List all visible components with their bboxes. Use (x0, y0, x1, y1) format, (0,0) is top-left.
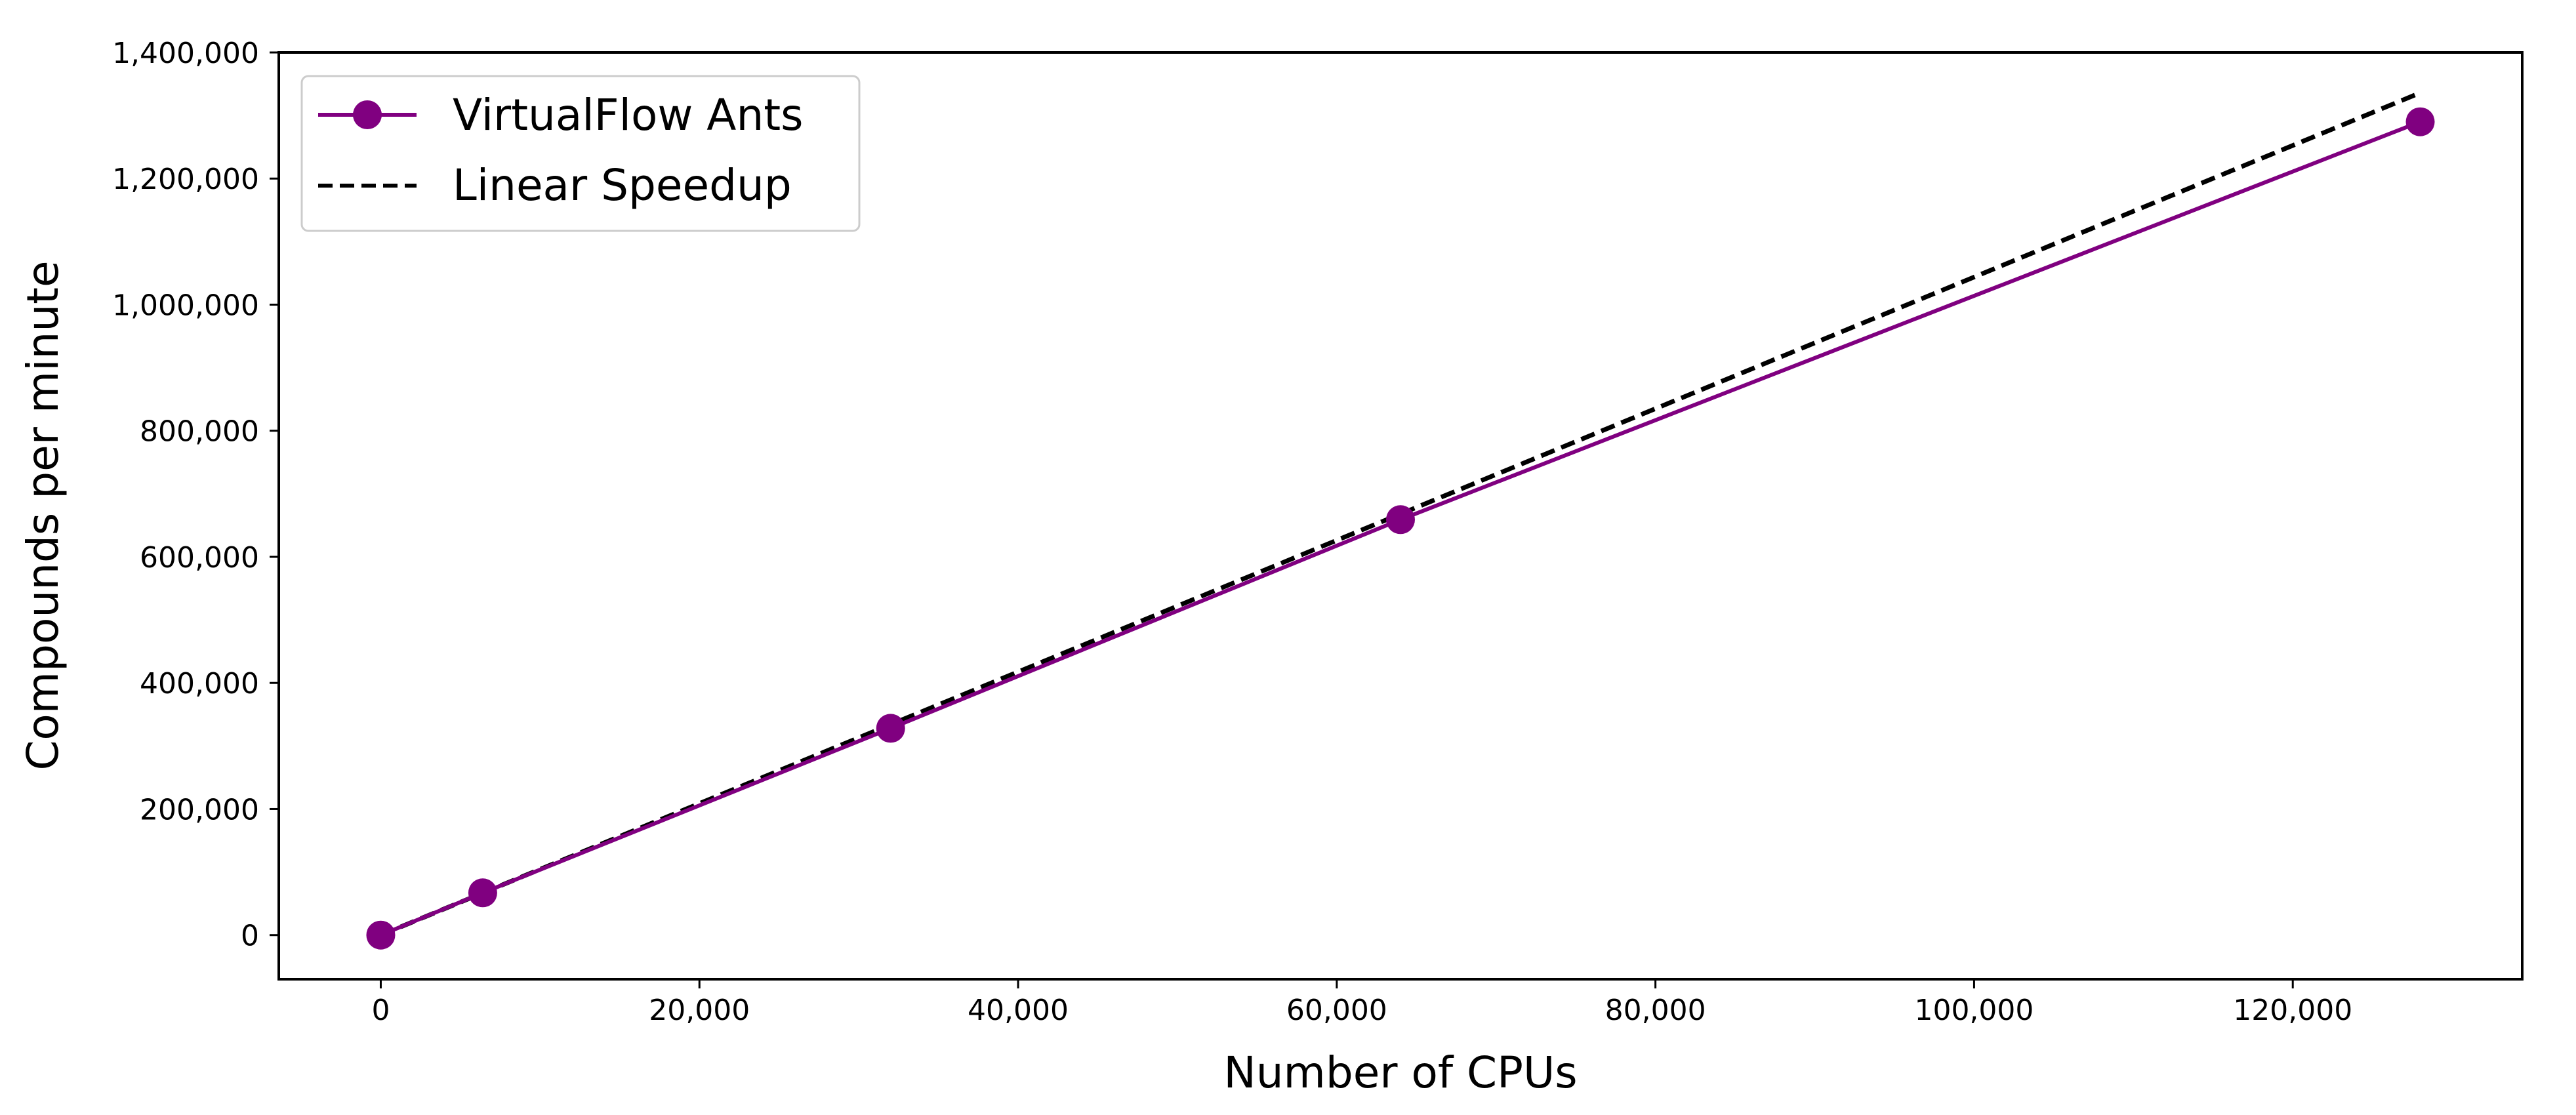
y-tick-label: 600,000 (140, 541, 259, 575)
data-point-virtualflow-ants (2405, 107, 2435, 136)
y-tick-label: 400,000 (140, 667, 259, 700)
legend-label-virtualflow-ants: VirtualFlow Ants (453, 90, 804, 140)
y-tick-label: 1,000,000 (112, 289, 259, 322)
legend: VirtualFlow Ants Linear Speedup (300, 75, 861, 232)
plot-frame (277, 51, 2524, 981)
data-point-virtualflow-ants (366, 920, 396, 950)
x-tick-label: 120,000 (2233, 994, 2352, 1027)
x-axis-ticks: 0 20,000 40,000 60,000 80,000 100,000 120,000 (371, 979, 2352, 1027)
x-axis-label: Number of CPUs (1223, 1047, 1577, 1098)
x-tick-label: 0 (371, 994, 390, 1027)
x-tick-label: 20,000 (649, 994, 750, 1027)
x-tick-label: 40,000 (968, 994, 1069, 1027)
data-point-virtualflow-ants (468, 878, 497, 908)
legend-marker-virtualflow-ants (353, 100, 382, 129)
data-point-virtualflow-ants (1386, 505, 1415, 535)
y-axis-ticks: 0 200,000 400,000 600,000 800,000 1,000,000 1,… (112, 37, 279, 953)
legend-label-linear-speedup: Linear Speedup (453, 160, 792, 211)
y-tick-label: 0 (241, 920, 259, 953)
x-tick-label: 100,000 (1914, 994, 2034, 1027)
x-tick-label: 80,000 (1605, 994, 1706, 1027)
y-axis-label: Compounds per minute (18, 260, 68, 770)
series-layer (366, 91, 2435, 950)
y-tick-label: 1,200,000 (112, 163, 259, 196)
y-tick-label: 1,400,000 (112, 37, 259, 70)
legend-box (300, 75, 861, 232)
x-tick-label: 60,000 (1286, 994, 1387, 1027)
data-point-virtualflow-ants (876, 714, 905, 743)
y-tick-label: 200,000 (140, 793, 259, 826)
y-tick-label: 800,000 (140, 415, 259, 449)
